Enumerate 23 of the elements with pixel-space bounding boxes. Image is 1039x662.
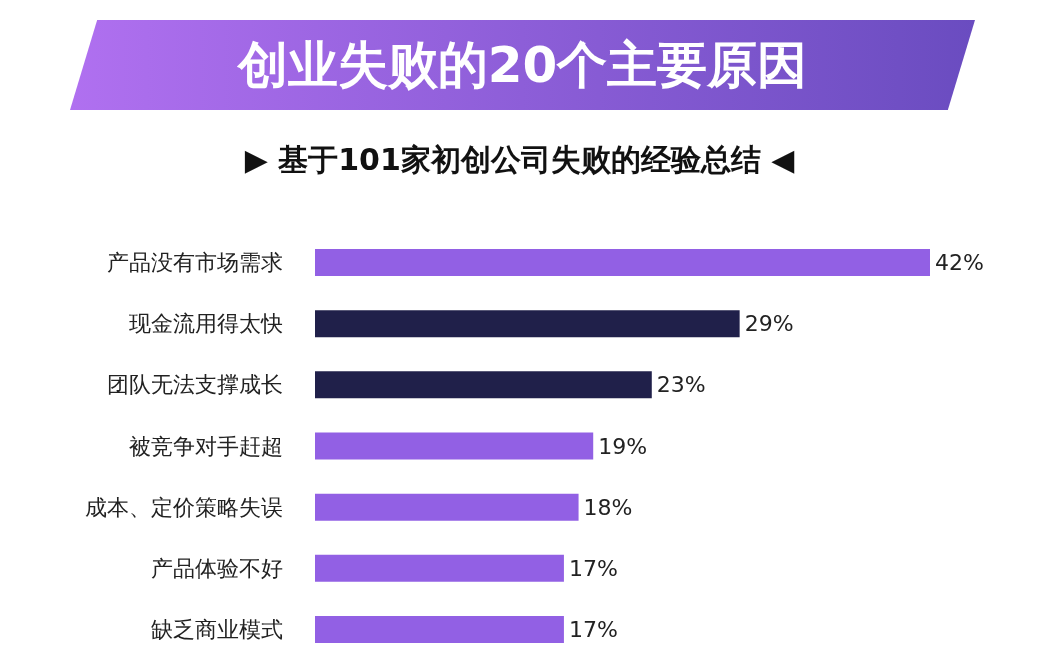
data-label: 19% <box>598 433 648 459</box>
data-label: 17% <box>568 616 618 642</box>
y-tick-label: 产品没有市场需求 <box>107 250 283 276</box>
bar <box>315 493 579 521</box>
bar <box>315 249 930 277</box>
y-tick-label: 成本、定价策略失误 <box>85 494 283 520</box>
bar <box>315 615 564 643</box>
bar <box>315 432 594 460</box>
y-tick-label: 缺乏商业模式 <box>151 616 283 642</box>
chart-title: 创业失败的20个主要原因 <box>237 34 808 96</box>
y-tick-label: 现金流用得太快 <box>129 311 283 337</box>
data-label: 18% <box>583 494 633 520</box>
bar <box>315 554 564 582</box>
bar <box>315 371 652 399</box>
data-label: 29% <box>744 311 794 337</box>
chart-subtitle: ▶ 基于101家初创公司失败的经验总结 ◀ <box>243 141 796 179</box>
y-tick-label: 团队无法支撑成长 <box>107 372 283 398</box>
data-label: 23% <box>656 372 706 398</box>
bar <box>315 310 740 338</box>
y-tick-label: 被竞争对手赶超 <box>129 433 283 459</box>
data-label: 42% <box>935 250 984 276</box>
y-tick-label: 产品体验不好 <box>151 555 283 581</box>
data-label: 17% <box>568 555 618 581</box>
